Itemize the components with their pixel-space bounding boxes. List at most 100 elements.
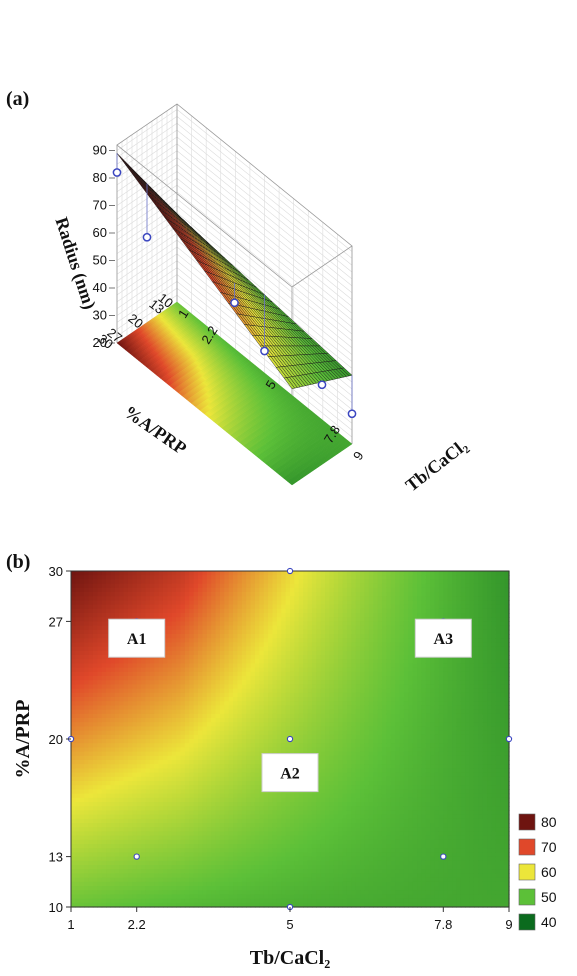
contour-cell (180, 663, 186, 669)
contour-cell (114, 852, 120, 858)
contour-cell (176, 692, 182, 698)
contour-cell (84, 684, 90, 690)
contour-cell (123, 718, 129, 723)
contour-cell (79, 709, 85, 715)
contour-cell (176, 839, 182, 845)
contour-cell (154, 730, 160, 736)
contour-cell (92, 575, 98, 580)
contour-cell (219, 802, 225, 807)
contour-cell (145, 692, 151, 698)
contour-cell (211, 671, 217, 677)
contour-cell (114, 722, 120, 727)
contour-cell (158, 596, 164, 601)
contour-cell (198, 604, 203, 610)
contour-cell (193, 760, 199, 765)
contour-cell (202, 709, 208, 715)
contour-cell (106, 890, 112, 895)
contour-cell (162, 886, 168, 891)
contour-cell (167, 852, 173, 858)
contour-cell (92, 823, 98, 828)
contour-cell (180, 844, 186, 849)
contour-cell (219, 613, 225, 618)
contour-cell (158, 676, 164, 681)
contour-cell (154, 722, 160, 727)
contour-cell (154, 659, 160, 664)
contour-cell (154, 890, 160, 895)
contour-cell (180, 608, 186, 614)
contour-cell (198, 667, 203, 673)
contour-cell (71, 676, 76, 681)
contour-cell (219, 776, 225, 782)
contour-cell (119, 613, 125, 618)
contour-cell (132, 881, 138, 887)
contour-cell (145, 860, 151, 866)
contour-cell (189, 747, 195, 753)
contour-cell (132, 688, 138, 694)
contour-cell (193, 659, 199, 664)
contour-cell (127, 810, 133, 816)
contour-cell (176, 663, 182, 669)
contour-cell (162, 818, 168, 824)
contour-cell (136, 806, 142, 811)
contour-cell (79, 629, 85, 635)
contour-cell (180, 776, 186, 782)
contour-cell (79, 793, 85, 799)
contour-cell (75, 755, 81, 761)
contour-cell (206, 789, 212, 795)
contour-cell (215, 634, 221, 639)
contour-cell (211, 684, 217, 690)
contour-cell (184, 587, 190, 593)
contour-cell (127, 697, 133, 702)
contour-cell (110, 802, 116, 807)
contour-cell (193, 739, 199, 744)
contour-cell (101, 852, 107, 858)
contour-cell (154, 844, 160, 849)
contour-cell (101, 722, 107, 727)
contour-cell (132, 806, 138, 811)
contour-cell (145, 827, 151, 832)
contour-cell (189, 596, 195, 601)
contour-cell (198, 592, 203, 597)
contour-cell (171, 776, 177, 782)
contour-cell (97, 692, 103, 698)
contour-cell (75, 789, 81, 795)
contour-cell (92, 751, 98, 757)
contour-cell (171, 579, 177, 585)
contour-cell (127, 659, 133, 664)
contour-cell (180, 613, 186, 618)
contour-cell (114, 776, 120, 782)
contour-cell (136, 596, 142, 601)
contour-cell (88, 625, 94, 631)
contour-cell (167, 890, 173, 895)
contour-cell (215, 894, 221, 900)
contour-cell (145, 751, 151, 757)
contour-cell (123, 722, 129, 727)
contour-cell (132, 894, 138, 900)
contour-cell (184, 655, 190, 660)
contour-cell (193, 701, 199, 706)
contour-cell (79, 890, 85, 895)
contour-cell (127, 587, 133, 593)
contour-cell (71, 810, 76, 816)
contour-cell (114, 747, 120, 753)
contour-cell (219, 772, 225, 778)
contour-cell (167, 739, 173, 744)
contour-cell (88, 755, 94, 761)
contour-cell (149, 856, 155, 862)
contour-cell (75, 583, 81, 589)
contour-cell (114, 781, 120, 786)
contour-cell (106, 810, 112, 816)
contour-cell (176, 865, 182, 870)
contour-cell (154, 886, 160, 891)
contour-cell (171, 583, 177, 589)
contour-cell (162, 776, 168, 782)
contour-cell (92, 680, 98, 685)
contour-cell (79, 617, 85, 622)
contour-cell (193, 667, 199, 673)
contour-cell (149, 852, 155, 858)
contour-cell (176, 852, 182, 858)
contour-cell (206, 869, 212, 874)
contour-cell (84, 751, 90, 757)
contour-cell (114, 667, 120, 673)
contour-cell (215, 802, 221, 807)
